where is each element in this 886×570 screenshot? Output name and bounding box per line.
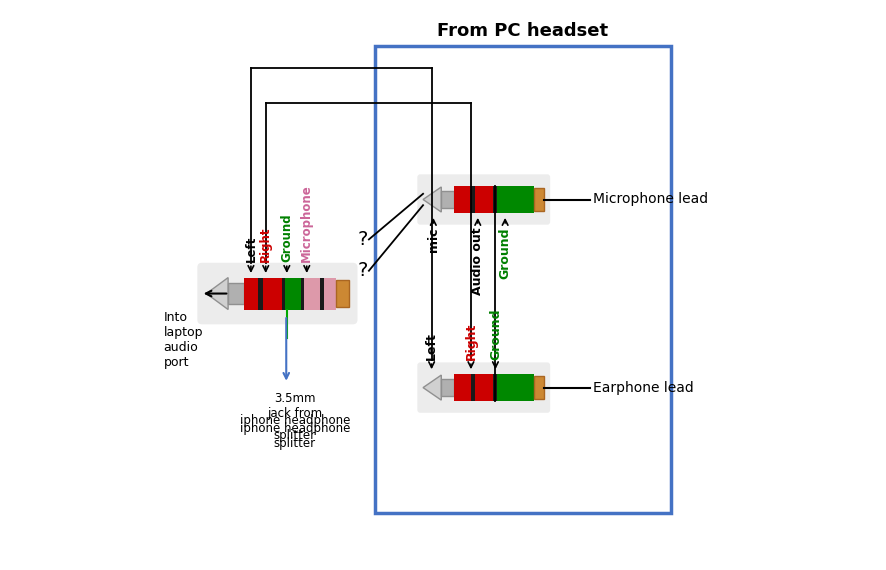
Bar — [493, 374, 497, 401]
Bar — [454, 374, 471, 401]
Text: iphone headphone
splitter: iphone headphone splitter — [239, 414, 350, 442]
Polygon shape — [206, 278, 228, 310]
FancyBboxPatch shape — [417, 174, 550, 225]
Bar — [263, 278, 282, 310]
Bar — [476, 186, 493, 213]
Bar — [534, 188, 545, 211]
Bar — [301, 278, 305, 310]
Bar — [476, 374, 493, 401]
Bar — [534, 376, 545, 400]
Text: Ground: Ground — [280, 213, 293, 262]
FancyBboxPatch shape — [417, 363, 550, 413]
Bar — [441, 192, 454, 207]
Bar — [228, 283, 244, 304]
Text: Microphone lead: Microphone lead — [593, 193, 708, 206]
Bar — [259, 278, 263, 310]
Text: Right: Right — [260, 226, 272, 262]
Text: Left: Left — [245, 235, 258, 262]
Text: Earphone lead: Earphone lead — [593, 381, 694, 394]
Text: Into
laptop
audio
port: Into laptop audio port — [164, 311, 203, 369]
Bar — [497, 374, 534, 401]
Bar — [493, 186, 497, 213]
Text: mic: mic — [427, 227, 439, 252]
Bar — [324, 278, 337, 310]
Text: 3.5mm
jack from
iphone headphone
splitter: 3.5mm jack from iphone headphone splitte… — [239, 392, 350, 450]
Text: Left: Left — [425, 332, 438, 360]
Text: Audio out: Audio out — [471, 227, 485, 295]
Bar — [471, 374, 476, 401]
Text: Ground: Ground — [489, 308, 502, 360]
Text: Right: Right — [464, 322, 478, 360]
Text: Ground: Ground — [499, 227, 511, 279]
Text: Microphone: Microphone — [300, 184, 314, 262]
Bar — [454, 186, 471, 213]
Bar — [321, 278, 324, 310]
Bar — [282, 278, 285, 310]
Bar — [285, 278, 301, 310]
Polygon shape — [423, 187, 441, 212]
FancyBboxPatch shape — [198, 263, 357, 324]
Bar — [497, 186, 534, 213]
Bar — [441, 380, 454, 396]
Bar — [471, 186, 476, 213]
Bar — [244, 278, 259, 310]
Bar — [305, 278, 321, 310]
Text: From PC headset: From PC headset — [437, 22, 609, 40]
Bar — [337, 280, 349, 307]
Polygon shape — [423, 375, 441, 400]
Text: ?: ? — [358, 261, 369, 280]
Text: ?: ? — [358, 230, 369, 249]
